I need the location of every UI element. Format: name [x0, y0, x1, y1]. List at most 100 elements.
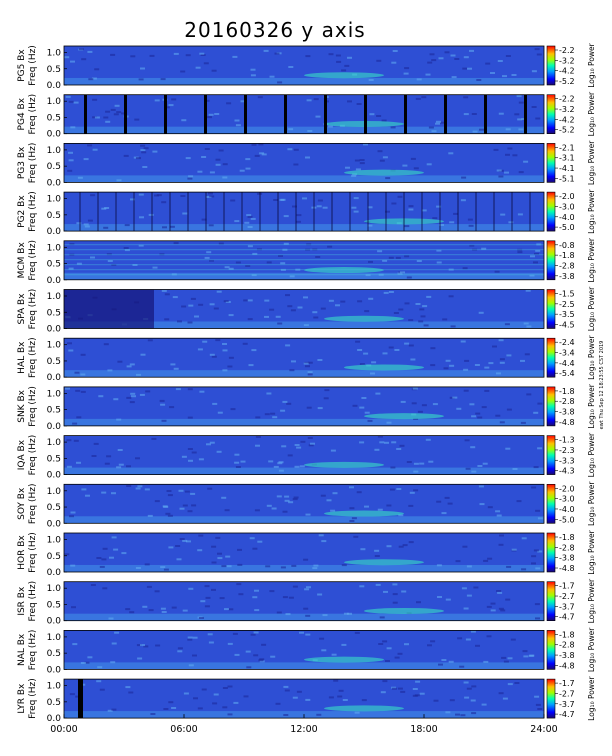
speckle — [215, 158, 221, 161]
y-tick-label: 0.5 — [47, 600, 61, 610]
speckle — [91, 77, 97, 80]
speckle — [280, 262, 286, 265]
speckle — [225, 555, 231, 558]
y-tick-label: 1.0 — [47, 536, 62, 546]
speckle — [338, 689, 344, 692]
speckle — [336, 60, 342, 63]
speckle — [92, 148, 98, 151]
colorbar-tick-label: -5.4 — [559, 369, 575, 378]
speckle — [261, 153, 267, 156]
speckle — [409, 491, 415, 494]
quiet-region-spa — [64, 289, 154, 329]
speckle — [537, 447, 543, 450]
speckle — [240, 100, 246, 103]
speckle — [266, 261, 272, 264]
speckle — [430, 640, 436, 643]
panel-isr: 0.0 0.5 1.0 ISR Bx Freq (Hz) -1.7-2.7-3.7 -4.7… — [17, 578, 596, 627]
speckle — [72, 422, 78, 425]
speckle — [156, 194, 162, 197]
speckle — [276, 495, 282, 498]
speckle — [304, 588, 310, 591]
colorbar-tick-label: -4.0 — [559, 505, 575, 514]
speckle — [315, 115, 321, 118]
speckle — [282, 400, 288, 403]
speckle — [140, 149, 146, 152]
activity-band-hal — [344, 364, 424, 371]
speckle — [303, 607, 309, 610]
speckle — [505, 55, 511, 57]
speckle — [281, 445, 287, 448]
speckle — [449, 221, 455, 224]
speckle — [306, 99, 312, 102]
speckle — [521, 118, 527, 120]
lowfreq-band-pg3 — [64, 175, 544, 183]
speckle — [130, 392, 136, 395]
speckle — [530, 255, 535, 258]
y-tick-label: 1.0 — [47, 584, 62, 594]
speckle — [83, 158, 89, 161]
speckle — [136, 644, 142, 647]
speckle — [432, 403, 438, 406]
colorbar-tick-label: -3.8 — [559, 554, 575, 563]
speckle — [269, 590, 275, 593]
speckle — [417, 410, 423, 413]
speckle — [463, 113, 469, 116]
speckle — [254, 154, 260, 157]
speckle — [344, 64, 350, 67]
panel-pg4: 0.0 0.5 1.0 PG4 Bx Freq (Hz) -2.2-3.2-4.2 -5.2… — [17, 91, 596, 140]
lowfreq-band-mcm — [64, 272, 544, 280]
speckle — [99, 688, 105, 691]
lowfreq-band-hor — [64, 564, 544, 572]
speckle — [106, 253, 112, 256]
speckle — [445, 598, 451, 601]
speckle — [359, 441, 365, 444]
speckle — [511, 548, 517, 551]
speckle — [270, 412, 276, 415]
speckle — [392, 601, 398, 604]
speckle — [413, 470, 419, 473]
speckle — [535, 617, 540, 620]
speckle — [370, 372, 375, 375]
speckle — [171, 98, 177, 101]
y-tick-label: 1.0 — [47, 146, 62, 156]
speckle — [496, 372, 501, 375]
colorbar-lyr — [546, 678, 556, 719]
speckle — [507, 657, 513, 660]
speckle — [349, 486, 354, 489]
speckle — [75, 389, 81, 392]
speckle — [110, 53, 116, 56]
lowfreq-band-snk — [64, 418, 544, 426]
speckle — [87, 50, 93, 53]
speckle — [164, 106, 170, 109]
colorbar-tick-label: -4.8 — [559, 661, 575, 670]
speckle — [113, 113, 119, 116]
speckle — [93, 442, 99, 445]
speckle — [197, 707, 203, 710]
x-tick-label: 06:00 — [170, 724, 197, 735]
speckle — [90, 584, 96, 586]
speckle — [226, 565, 232, 568]
speckle — [96, 680, 102, 683]
speckle — [85, 494, 90, 497]
speckle — [288, 501, 294, 504]
speckle — [469, 403, 475, 406]
speckle — [76, 222, 82, 225]
colorbar-tick-label: -2.1 — [559, 143, 575, 152]
speckle — [154, 194, 159, 197]
y-tick-label: 0.5 — [47, 260, 61, 270]
speckle — [463, 56, 469, 59]
speckle — [217, 557, 223, 560]
speckle — [188, 587, 194, 590]
speckle — [449, 364, 455, 367]
speckle — [161, 201, 167, 204]
colorbar-tick-label: -2.8 — [559, 543, 575, 552]
lowfreq-band-hal — [64, 370, 544, 378]
speckle — [356, 103, 362, 105]
speckle — [187, 416, 193, 419]
speckle — [247, 215, 253, 218]
speckle — [460, 340, 466, 343]
speckle — [408, 205, 414, 208]
speckle — [398, 514, 404, 517]
speckle — [420, 315, 426, 318]
data-gap — [124, 94, 127, 134]
